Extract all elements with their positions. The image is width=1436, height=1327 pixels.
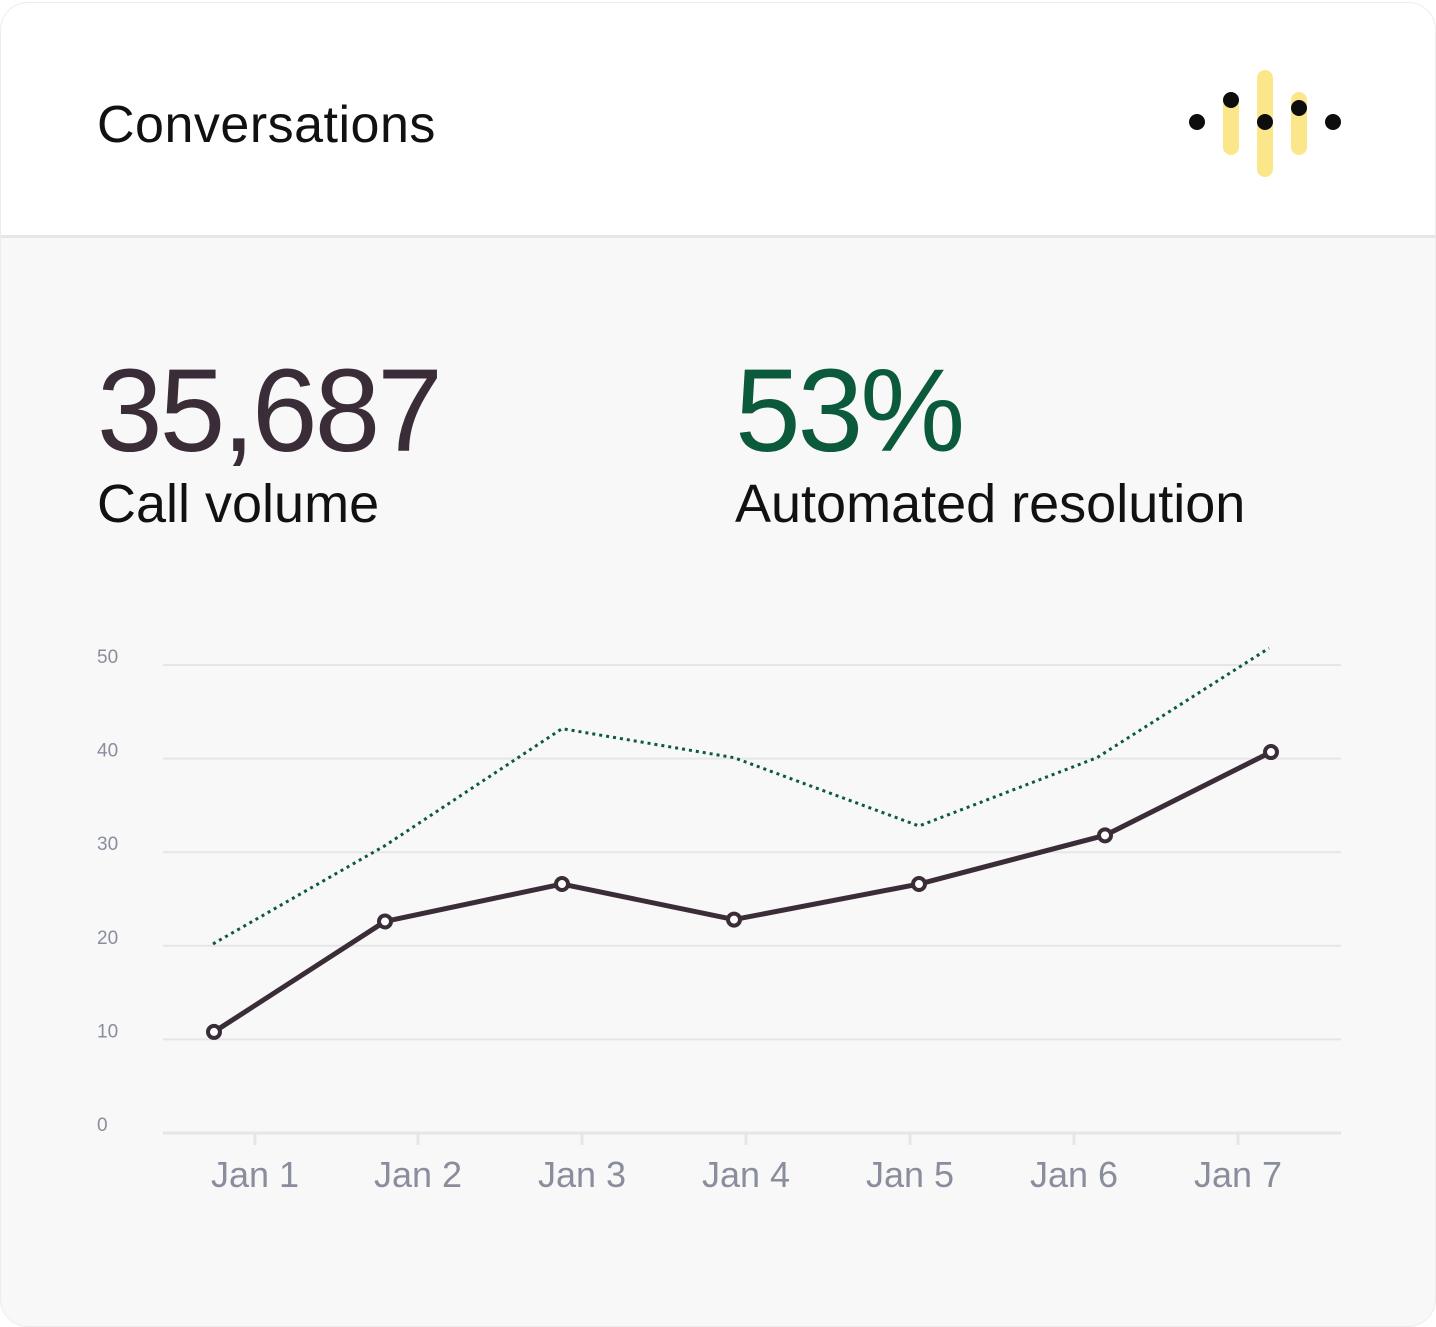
y-tick-label: 40: [97, 741, 118, 762]
series-line-1: [212, 749, 1273, 1035]
data-point: [377, 913, 393, 930]
data-point: [911, 876, 927, 893]
y-tick-label: 30: [97, 834, 118, 855]
voice-waveform-logo-icon: [1189, 70, 1341, 177]
y-tick-label: 0: [97, 1115, 108, 1136]
call-volume-value: 35,687: [97, 345, 443, 477]
data-point: [206, 1023, 222, 1040]
x-tick-label: Jan 4: [702, 1154, 790, 1195]
y-tick-label: 50: [97, 647, 118, 668]
card-title: Conversations: [97, 96, 436, 154]
x-tick-label: Jan 7: [1194, 1154, 1282, 1195]
call-volume-label: Call volume: [97, 474, 380, 534]
automated-resolution-label: Automated resolution: [735, 474, 1246, 534]
y-tick-label: 20: [97, 928, 118, 949]
automated-resolution-value: 53%: [735, 345, 965, 477]
series-line-2: [212, 646, 1270, 946]
x-tick-label: Jan 2: [374, 1154, 462, 1195]
line-chart: 0 10 20 30 40 50 Jan 1 Jan 2 Jan 3 Jan 4 Jan 5 Jan …: [97, 646, 1341, 1195]
y-tick-label: 10: [97, 1021, 118, 1042]
data-point: [554, 876, 570, 893]
data-point: [726, 911, 742, 928]
x-tick-label: Jan 6: [1030, 1154, 1118, 1195]
x-tick-label: Jan 5: [866, 1154, 954, 1195]
data-point: [1263, 744, 1279, 761]
data-point: [1097, 827, 1113, 844]
card-header: Conversations: [1, 3, 1435, 238]
x-tick-label: Jan 3: [538, 1154, 626, 1195]
x-tick-label: Jan 1: [211, 1154, 299, 1195]
